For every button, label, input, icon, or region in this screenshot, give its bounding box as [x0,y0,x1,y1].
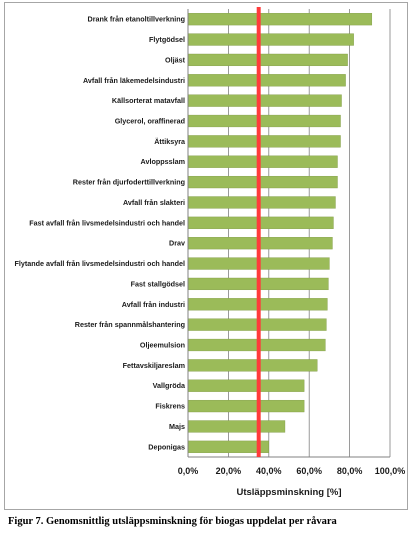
category-label: Deponigas [148,442,185,451]
bar [187,420,286,433]
bar [187,135,341,148]
category-label: Rester från djurfoderttillverkning [73,178,185,187]
x-tick-label: 80,0% [337,466,363,476]
category-label: Fiskrens [155,402,185,411]
x-tick-label: 40,0% [256,466,282,476]
category-label: Källsorterat matavfall [112,96,185,105]
x-tick-label: 20,0% [216,466,242,476]
x-axis-title: Utsläppsminskning [%] [236,487,341,498]
bar [187,13,373,26]
figure-caption: Figur 7. Genomsnittlig utsläppsminskning… [8,516,337,527]
bar [187,338,326,352]
bar [187,155,338,168]
bar [187,175,338,189]
category-label: Flytgödsel [149,35,185,44]
bar [187,33,354,46]
bar [187,74,346,87]
bar [187,114,341,128]
chart-frame: Drank från etanoltillverkning Flytgödsel O… [4,2,408,510]
bar-chart: Drank från etanoltillverkning Flytgödsel O… [14,7,406,498]
category-label: Fast avfall från livsmedelsindustri och … [29,218,185,227]
category-label: Glycerol, oraffinerad [115,117,185,126]
x-tick-label: 100,0% [375,466,406,476]
category-label: Ättiksyra [154,137,186,146]
category-label: Drav [169,239,185,248]
category-label: Avloppsslam [141,157,185,166]
x-tick-label: 60,0% [296,466,322,476]
bar [187,216,334,229]
bar [187,379,305,392]
category-label: Rester från spannmålshantering [75,320,185,329]
category-label: Drank från etanoltillverkning [88,15,185,24]
bar [187,440,270,453]
category-label: Fettavskiljareslam [123,361,185,370]
bar [187,359,318,372]
category-label: Avfall från slakteri [123,198,185,207]
category-label: Majs [169,422,185,431]
bar [187,196,336,209]
category-label: Oljäst [165,55,186,64]
category-label: Vallgröda [153,381,186,390]
category-label: Flytande avfall från livsmedelsindustri … [14,259,185,268]
bar [187,399,305,413]
category-label: Fast stallgödsel [131,279,185,288]
bar [187,94,342,107]
bar [187,53,348,67]
category-label: Oljeemulsion [140,341,185,350]
category-label: Avfall från industri [122,300,185,309]
x-tick-label: 0,0% [178,466,199,476]
category-label: Avfall från läkemedelsindustri [83,76,185,85]
